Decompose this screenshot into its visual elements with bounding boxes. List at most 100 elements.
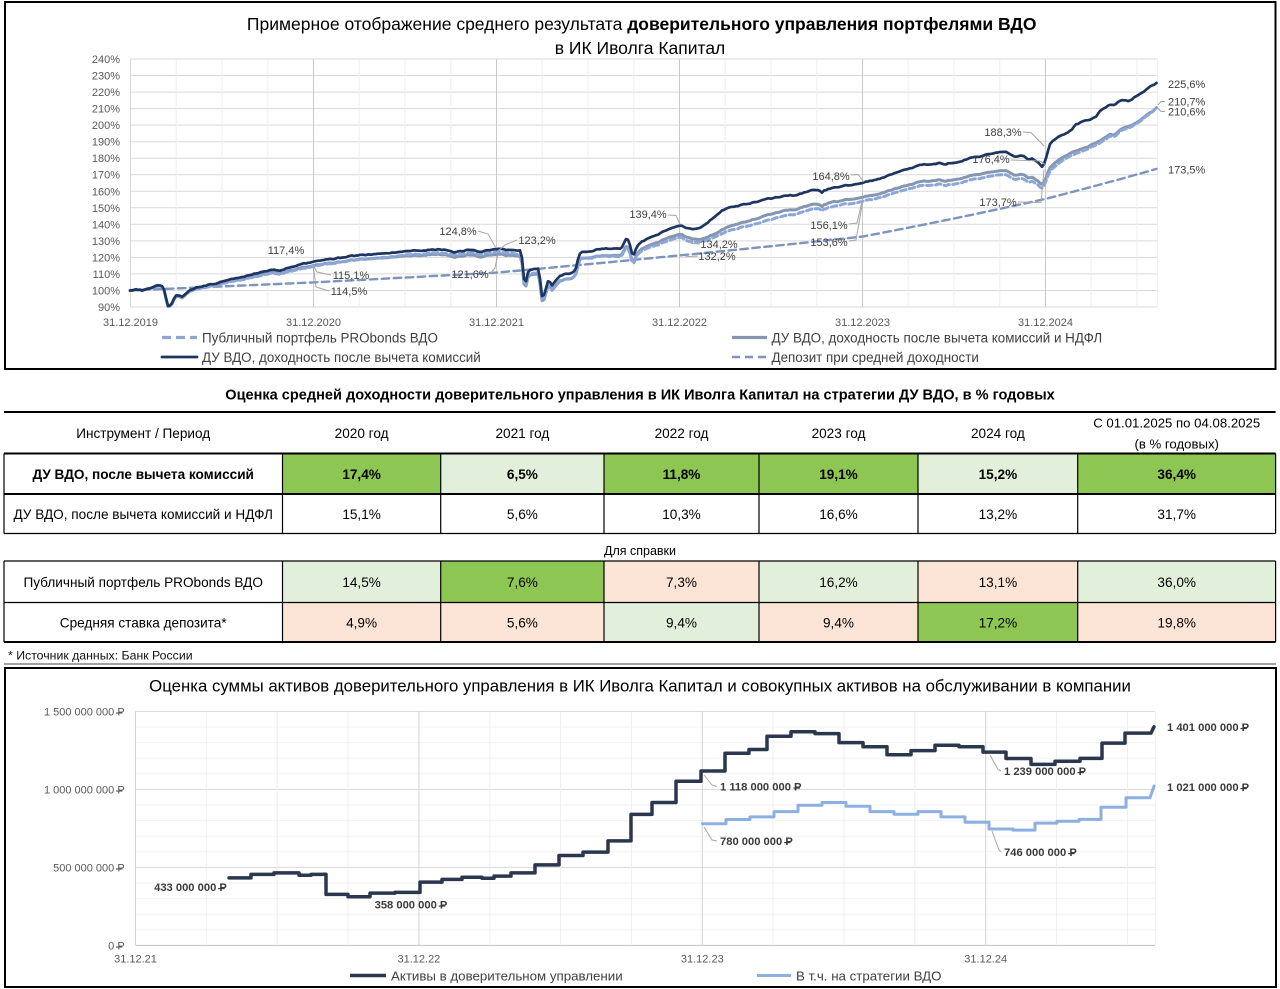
svg-text:17,2%: 17,2%: [979, 615, 1018, 630]
svg-text:9,4%: 9,4%: [666, 615, 697, 630]
svg-text:173,7%: 173,7%: [979, 197, 1017, 209]
svg-text:ДУ ВДО, после вычета комиссий: ДУ ВДО, после вычета комиссий: [32, 467, 253, 482]
svg-text:Публичный портфель PRObonds ВД: Публичный портфель PRObonds ВДО: [202, 330, 438, 345]
svg-text:19,1%: 19,1%: [819, 467, 858, 482]
svg-text:124,8%: 124,8%: [439, 226, 477, 238]
svg-text:7,6%: 7,6%: [507, 575, 538, 590]
svg-text:110%: 110%: [93, 269, 121, 281]
svg-text:14,5%: 14,5%: [342, 575, 381, 590]
svg-text:15,2%: 15,2%: [979, 467, 1018, 482]
svg-text:В т.ч. на стратегии ВДО: В т.ч. на стратегии ВДО: [796, 968, 942, 983]
svg-text:210,7%: 210,7%: [1168, 97, 1206, 109]
svg-text:1 000 000 000 Р: 1 000 000 000 Р: [44, 784, 125, 796]
svg-text:121,6%: 121,6%: [451, 269, 489, 281]
svg-text:139,4%: 139,4%: [629, 209, 667, 221]
svg-text:210%: 210%: [92, 104, 120, 116]
svg-text:200%: 200%: [92, 120, 120, 132]
svg-text:36,0%: 36,0%: [1157, 575, 1196, 590]
svg-text:11,8%: 11,8%: [663, 467, 701, 482]
svg-text:1 239 000 000 Р: 1 239 000 000 Р: [1004, 766, 1087, 778]
svg-text:500 000 000 Р: 500 000 000 Р: [53, 862, 125, 874]
svg-text:2024 год: 2024 год: [971, 426, 1025, 441]
svg-text:358 000 000 Р: 358 000 000 Р: [375, 900, 448, 912]
svg-text:2021 год: 2021 год: [495, 426, 549, 441]
svg-text:170%: 170%: [92, 170, 120, 182]
svg-text:123,2%: 123,2%: [518, 235, 556, 247]
svg-text:5,6%: 5,6%: [507, 615, 538, 630]
svg-text:180%: 180%: [92, 153, 120, 165]
svg-text:Примерное отображение среднего: Примерное отображение среднего результат…: [247, 14, 1037, 34]
svg-text:19,8%: 19,8%: [1157, 615, 1196, 630]
svg-text:225,6%: 225,6%: [1168, 79, 1206, 91]
svg-text:160%: 160%: [92, 186, 120, 198]
svg-text:31.12.22: 31.12.22: [397, 954, 440, 966]
svg-text:(в % годовых): (в % годовых): [1134, 436, 1219, 451]
svg-text:31.12.2019: 31.12.2019: [103, 317, 158, 329]
svg-text:0 Р: 0 Р: [108, 940, 125, 952]
svg-text:16,6%: 16,6%: [819, 507, 858, 522]
svg-text:Активы в доверительном управле: Активы в доверительном управлении: [391, 968, 623, 983]
svg-text:117,4%: 117,4%: [268, 245, 305, 257]
svg-text:Оценка суммы активов доверител: Оценка суммы активов доверительного упра…: [149, 677, 1131, 696]
svg-text:164,8%: 164,8%: [812, 171, 850, 183]
svg-text:6,5%: 6,5%: [507, 467, 538, 482]
svg-text:156,1%: 156,1%: [810, 220, 848, 232]
svg-text:31.12.24: 31.12.24: [964, 954, 1007, 966]
svg-text:2023 год: 2023 год: [812, 426, 866, 441]
svg-text:ДУ ВДО, после вычета комиссий: ДУ ВДО, после вычета комиссий и НДФЛ: [13, 507, 273, 522]
svg-text:433 000 000 Р: 433 000 000 Р: [154, 882, 227, 894]
svg-text:188,3%: 188,3%: [984, 127, 1022, 139]
svg-text:ДУ ВДО, доходность после вычет: ДУ ВДО, доходность после вычета комиссий: [202, 350, 481, 365]
svg-text:140%: 140%: [92, 219, 120, 231]
svg-text:7,3%: 7,3%: [666, 575, 697, 590]
svg-text:130%: 130%: [92, 236, 120, 248]
svg-text:746 000 000 Р: 746 000 000 Р: [1004, 847, 1077, 859]
svg-text:210,6%: 210,6%: [1168, 107, 1206, 119]
svg-text:13,1%: 13,1%: [979, 575, 1018, 590]
svg-text:114,5%: 114,5%: [331, 286, 368, 298]
svg-text:1 500 000 000 Р: 1 500 000 000 Р: [44, 706, 125, 718]
svg-text:31.12.23: 31.12.23: [681, 954, 724, 966]
svg-text:220%: 220%: [92, 87, 120, 99]
svg-text:31.12.2021: 31.12.2021: [469, 317, 524, 329]
svg-text:Депозит при средней доходности: Депозит при средней доходности: [772, 350, 979, 365]
svg-text:13,2%: 13,2%: [979, 507, 1018, 522]
svg-text:31.12.2024: 31.12.2024: [1018, 317, 1073, 329]
svg-text:16,2%: 16,2%: [819, 575, 858, 590]
svg-text:176,4%: 176,4%: [972, 154, 1010, 166]
svg-text:100%: 100%: [92, 286, 120, 298]
svg-text:230%: 230%: [92, 71, 120, 83]
svg-text:Средняя ставка депозита*: Средняя ставка депозита*: [60, 615, 228, 630]
svg-text:31.12.2020: 31.12.2020: [286, 317, 341, 329]
svg-text:153,6%: 153,6%: [810, 237, 848, 249]
svg-text:1 401 000 000 Р: 1 401 000 000 Р: [1167, 722, 1250, 734]
svg-text:2022 год: 2022 год: [655, 426, 709, 441]
svg-text:240%: 240%: [92, 54, 120, 66]
svg-text:31,7%: 31,7%: [1157, 507, 1196, 522]
svg-text:в ИК Иволга Капитал: в ИК Иволга Капитал: [555, 38, 726, 58]
svg-text:ДУ ВДО, доходность после вычет: ДУ ВДО, доходность после вычета комиссий…: [772, 330, 1103, 345]
svg-text:Публичный портфель PRObonds ВД: Публичный портфель PRObonds ВДО: [23, 575, 262, 590]
svg-text:4,9%: 4,9%: [346, 615, 377, 630]
svg-text:17,4%: 17,4%: [342, 467, 381, 482]
svg-text:9,4%: 9,4%: [823, 615, 854, 630]
svg-text:15,1%: 15,1%: [342, 507, 381, 522]
svg-text:* Источник данных: Банк России: * Источник данных: Банк России: [8, 649, 193, 663]
svg-text:Для справки: Для справки: [604, 544, 676, 558]
svg-text:120%: 120%: [92, 252, 120, 264]
svg-text:1 118 000 000 Р: 1 118 000 000 Р: [720, 782, 802, 794]
svg-text:90%: 90%: [98, 302, 120, 314]
svg-text:134,2%: 134,2%: [700, 239, 738, 251]
svg-text:132,2%: 132,2%: [698, 251, 736, 263]
svg-text:31.12.21: 31.12.21: [114, 954, 157, 966]
svg-text:Инструмент / Период: Инструмент / Период: [76, 426, 210, 441]
svg-text:10,3%: 10,3%: [662, 507, 701, 522]
svg-text:150%: 150%: [92, 203, 120, 215]
svg-text:190%: 190%: [92, 137, 120, 149]
svg-text:115,1%: 115,1%: [333, 270, 370, 282]
svg-text:31.12.2023: 31.12.2023: [835, 317, 890, 329]
svg-text:5,6%: 5,6%: [507, 507, 538, 522]
svg-text:Оценка средней доходности дове: Оценка средней доходности доверительного…: [225, 387, 1054, 403]
svg-text:2020 год: 2020 год: [335, 426, 389, 441]
svg-text:780 000 000 Р: 780 000 000 Р: [720, 836, 793, 848]
